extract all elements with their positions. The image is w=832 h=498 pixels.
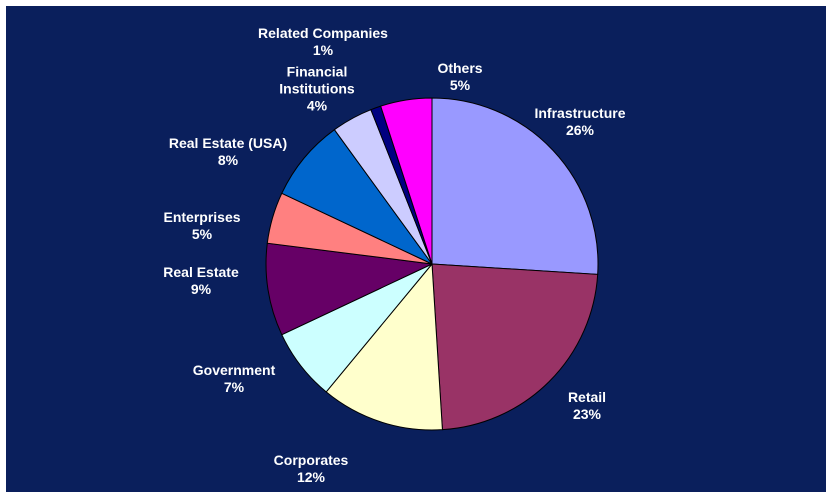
pie-slice-retail — [431, 263, 599, 431]
slice-label-value: 4% — [306, 97, 328, 114]
pie-slice-others — [380, 97, 433, 265]
slice-label-name: Related Companies — [258, 25, 388, 41]
slice-label-value: 9% — [190, 281, 212, 297]
slice-label-value: 5% — [449, 77, 471, 93]
pie-slice-real-estate — [265, 242, 434, 336]
slice-label-name: Real Estate — [163, 264, 239, 280]
pie-chart — [265, 97, 599, 431]
slice-label-name: Corporates — [273, 452, 349, 468]
slice-label: Enterprises 5% — [163, 209, 240, 243]
slice-label: Retail 23% — [568, 389, 606, 423]
chart-area: Infrastructure 26% Retail 23% Corporates 12% G… — [6, 6, 826, 492]
slice-label: Others 5% — [437, 60, 482, 94]
slice-label: Corporates 12% — [274, 452, 349, 486]
slice-label-value: 1% — [312, 42, 334, 58]
pie-slice-infrastructure — [431, 97, 599, 275]
slice-label: Infrastructure 26% — [534, 105, 625, 139]
slice-label: Related Companies 1% — [258, 25, 388, 59]
slice-label-name: Retail — [567, 389, 607, 405]
slice-label-value: 26% — [565, 122, 595, 138]
slice-label-value: 8% — [217, 152, 239, 168]
slice-label-name: Government — [192, 362, 276, 378]
slice-label: Real Estate (USA) 8% — [169, 135, 287, 169]
slice-label-value: 5% — [191, 226, 213, 242]
slice-label-value: 23% — [572, 406, 602, 422]
pie-slice-corporates — [325, 262, 443, 431]
slice-label-name: Enterprises — [163, 209, 241, 225]
slice-label-name: Infrastructure — [534, 105, 626, 121]
slice-label: Real Estate 9% — [163, 264, 238, 298]
slice-label-value: 12% — [296, 469, 326, 485]
slice-label-name: Financial Institutions — [279, 63, 355, 97]
slice-label-value: 7% — [223, 379, 245, 395]
slice-label: Financial Institutions 4% — [279, 64, 354, 115]
slice-label-name: Others — [437, 60, 483, 76]
slice-label-name: Real Estate (USA) — [168, 135, 288, 151]
slice-label: Government 7% — [193, 362, 275, 396]
